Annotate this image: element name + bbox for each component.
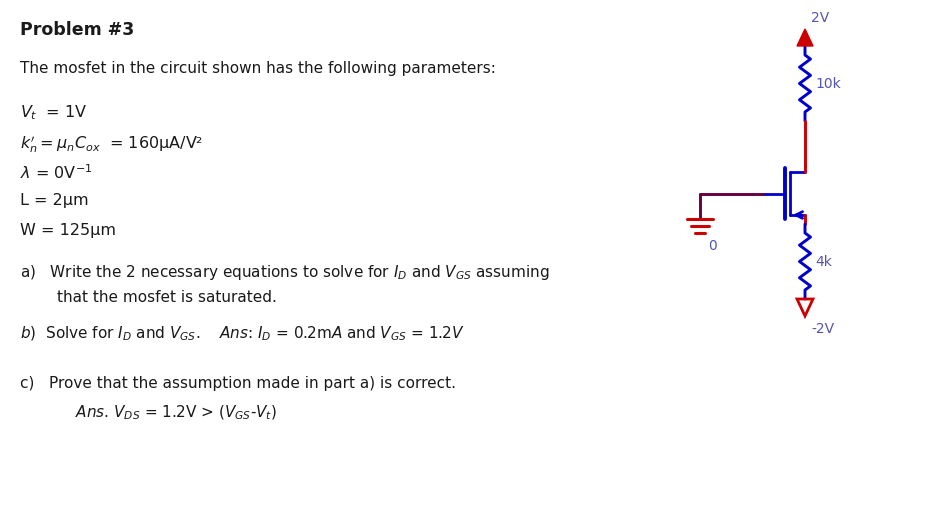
Text: Problem #3: Problem #3	[20, 21, 134, 39]
Text: $b)$  Solve for $I_D$ and $V_{GS}$.    $Ans$: $I_D$ = 0.2m$A$ and $V_{GS}$ = 1.2: $b)$ Solve for $I_D$ and $V_{GS}$. $Ans$…	[20, 325, 465, 343]
Text: $\lambda$ = 0V$^{-1}$: $\lambda$ = 0V$^{-1}$	[20, 163, 92, 182]
Text: $k_n' = \mu_n C_{ox}$  = 160μA/V²: $k_n' = \mu_n C_{ox}$ = 160μA/V²	[20, 133, 203, 155]
Text: $Ans$. $V_{DS}$ = 1.2V > ($V_{GS}$-$V_t$): $Ans$. $V_{DS}$ = 1.2V > ($V_{GS}$-$V_t$…	[75, 404, 277, 423]
Text: -2V: -2V	[811, 322, 834, 336]
Text: The mosfet in the circuit shown has the following parameters:: The mosfet in the circuit shown has the …	[20, 61, 496, 76]
Text: c)   Prove that the assumption made in part a) is correct.: c) Prove that the assumption made in par…	[20, 376, 456, 391]
Text: W = 125μm: W = 125μm	[20, 223, 116, 238]
Text: 4k: 4k	[815, 254, 832, 268]
Text: L = 2μm: L = 2μm	[20, 193, 88, 208]
Text: 0: 0	[708, 239, 716, 253]
Text: 2V: 2V	[811, 11, 829, 25]
Text: a)   Write the 2 necessary equations to solve for $I_D$ and $V_{GS}$ assuming: a) Write the 2 necessary equations to so…	[20, 263, 549, 282]
Text: 10k: 10k	[815, 77, 841, 91]
Text: that the mosfet is saturated.: that the mosfet is saturated.	[57, 290, 277, 305]
Polygon shape	[797, 29, 813, 46]
Text: $V_t$  = 1V: $V_t$ = 1V	[20, 103, 87, 122]
